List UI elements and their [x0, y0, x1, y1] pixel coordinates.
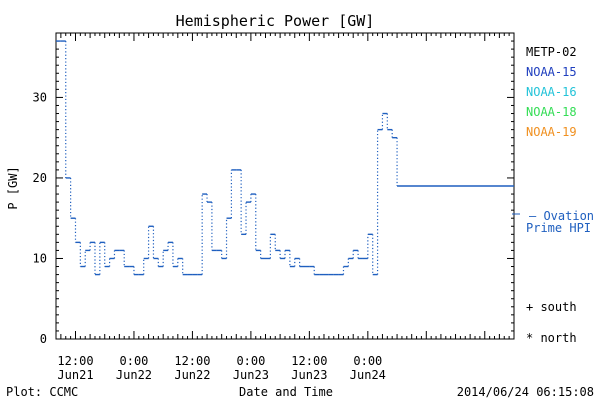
south-marker-label: + south [526, 300, 577, 314]
legend: METP-02 NOAA-15 NOAA-16 NOAA-18 NOAA-19 [526, 45, 577, 139]
plot-credit: Plot: CCMC [6, 385, 78, 399]
x-tick-date-label: Jun22 [174, 368, 210, 382]
legend-item: NOAA-18 [526, 105, 577, 119]
x-tick-date-label: Jun23 [233, 368, 269, 382]
x-tick-label: 0:00 [353, 354, 382, 368]
plot-timestamp: 2014/06/24 06:15:08 [457, 385, 594, 399]
legend-item: NOAA-15 [526, 65, 577, 79]
x-tick-label: 12:00 [291, 354, 327, 368]
north-marker-label: * north [526, 331, 577, 345]
y-axis-label: P [GW] [6, 166, 20, 209]
x-axis-label: Date and Time [239, 385, 333, 399]
x-tick-date-label: Jun21 [57, 368, 93, 382]
legend-item: NOAA-19 [526, 125, 577, 139]
y-axis: 0 10 20 30 [33, 32, 514, 346]
y-tick-label: 10 [33, 251, 47, 265]
x-axis: 12:00Jun210:00Jun2212:00Jun220:00Jun2312… [55, 33, 515, 382]
y-tick-label: 30 [33, 90, 47, 104]
chart-title: Hemispheric Power [GW] [176, 12, 375, 30]
x-tick-date-label: Jun23 [291, 368, 327, 382]
legend-item: METP-02 [526, 45, 577, 59]
series-layer [56, 40, 514, 276]
x-tick-label: 0:00 [120, 354, 149, 368]
y-tick-label: 0 [40, 332, 47, 346]
y-tick-label: 20 [33, 171, 47, 185]
x-tick-date-label: Jun24 [350, 368, 386, 382]
ovation-label-line2: Prime HPI [526, 221, 591, 235]
ovation-label-line1: — Ovation [529, 209, 594, 223]
x-tick-label: 0:00 [236, 354, 265, 368]
x-tick-label: 12:00 [174, 354, 210, 368]
legend-item: NOAA-16 [526, 85, 577, 99]
x-tick-date-label: Jun22 [116, 368, 152, 382]
x-tick-label: 12:00 [57, 354, 93, 368]
